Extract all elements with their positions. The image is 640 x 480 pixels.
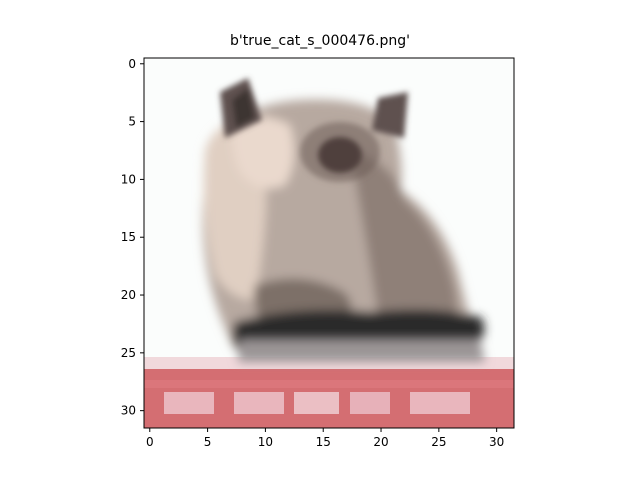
x-tick-label: 10 — [258, 435, 273, 449]
y-tick-label: 15 — [121, 230, 136, 244]
cat-left-ear-inner — [232, 88, 255, 128]
y-tick-label: 30 — [121, 404, 136, 418]
cat-image — [144, 58, 514, 428]
y-tick-label: 10 — [121, 172, 136, 186]
cat-base-shadow — [238, 340, 485, 362]
y-tick-label: 20 — [121, 288, 136, 302]
cat-back-shadow — [350, 150, 458, 335]
y-tick-label: 25 — [121, 346, 136, 360]
cat-right-ear — [372, 92, 408, 138]
cat-face-light — [232, 116, 294, 189]
x-tick-label: 30 — [489, 435, 504, 449]
cat-features — [220, 78, 408, 182]
x-tick-label: 20 — [373, 435, 388, 449]
y-tick-label: 5 — [128, 115, 136, 129]
shelf-pattern — [144, 380, 514, 414]
y-tick-label: 0 — [128, 57, 136, 71]
cat-eye-surround — [300, 122, 380, 182]
x-tick-label: 0 — [146, 435, 154, 449]
x-axis: 0 5 10 15 20 25 30 — [146, 428, 504, 449]
x-tick-label: 15 — [316, 435, 331, 449]
cat-figure — [202, 99, 485, 362]
x-tick-label: 25 — [431, 435, 446, 449]
x-tick-label: 5 — [204, 435, 212, 449]
axes-frame — [143, 57, 515, 429]
plot-title: b'true_cat_s_000476.png' — [230, 33, 410, 49]
y-axis: 0 5 10 15 20 25 30 — [121, 57, 144, 418]
